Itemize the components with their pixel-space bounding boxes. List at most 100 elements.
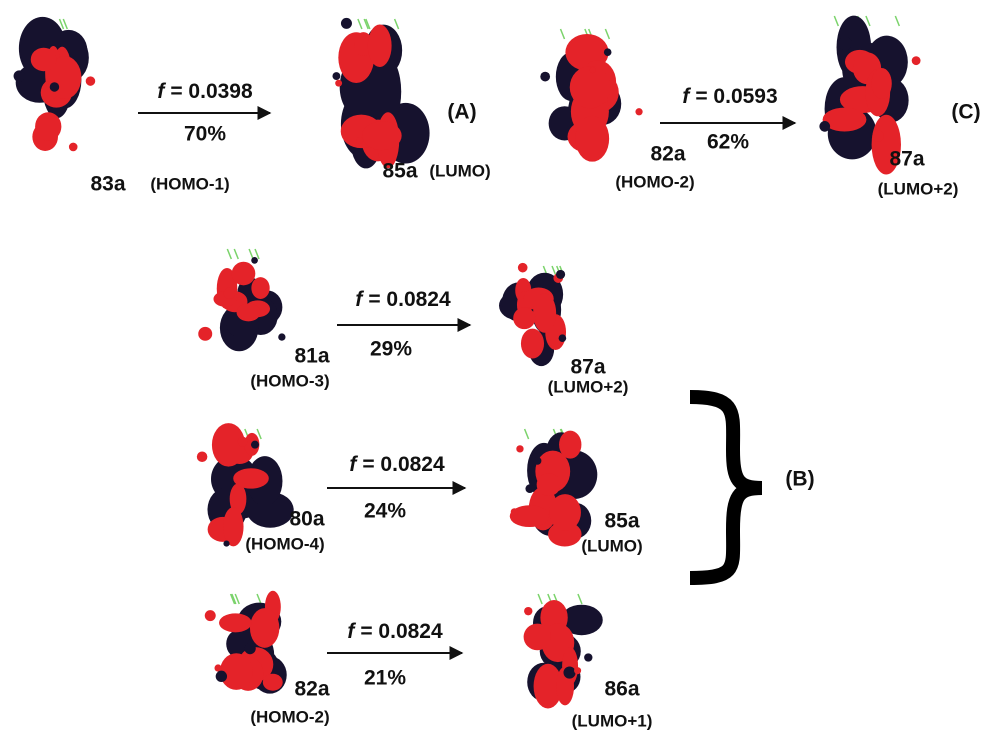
lobe-small <box>244 642 256 655</box>
bond <box>231 593 237 605</box>
orbital <box>332 17 430 169</box>
lobe-small <box>223 540 230 547</box>
lobe-small <box>214 664 222 672</box>
orbital <box>13 16 96 152</box>
bond <box>254 248 260 260</box>
f-symbol: f <box>347 620 356 643</box>
group-label: (C) <box>951 101 980 124</box>
bond <box>363 18 369 30</box>
lobe-small <box>250 440 260 449</box>
lobe-small <box>555 269 566 280</box>
lobe-red <box>249 608 280 648</box>
lobe-red <box>559 430 582 459</box>
bond <box>256 593 262 605</box>
orbital <box>523 593 603 709</box>
lobe-red <box>30 47 57 72</box>
lobe-small <box>198 326 213 341</box>
bond <box>393 18 400 30</box>
lobe-small <box>68 142 78 152</box>
orbital-label: (LUMO+1) <box>572 711 653 730</box>
lobe-small <box>516 445 524 453</box>
lobe-small <box>911 56 921 66</box>
bond <box>833 15 840 27</box>
lobe-small <box>558 334 567 342</box>
oscillator-strength: f = 0.0593 <box>682 85 777 108</box>
orbital-label: (LUMO+2) <box>548 377 629 396</box>
f-symbol: f <box>157 80 166 103</box>
lobe-red <box>223 507 244 547</box>
oscillator-strength: f = 0.0398 <box>157 80 253 103</box>
lobe-small <box>335 79 343 87</box>
orbital-name: 80a <box>289 508 324 531</box>
orbital-name: 85a <box>604 510 639 533</box>
bond <box>559 28 566 40</box>
oscillator-strength: f = 0.0824 <box>349 453 445 476</box>
orbital-label: (HOMO-4) <box>245 534 324 553</box>
bond <box>233 248 239 260</box>
oscillator-strength: f = 0.0824 <box>355 288 451 311</box>
lobe-small <box>223 287 236 299</box>
bond <box>604 28 611 40</box>
orbital-label: (HOMO-2) <box>250 707 329 726</box>
lobe-dark <box>560 604 603 636</box>
f-value: = 0.0398 <box>170 80 253 103</box>
f-value: = 0.0824 <box>360 620 443 643</box>
orbital-label: (LUMO) <box>581 536 642 555</box>
lobe-small <box>49 82 60 92</box>
bond <box>229 593 236 605</box>
lobe-red <box>533 293 557 333</box>
lobe-red <box>219 653 253 690</box>
lobe-red <box>536 473 561 497</box>
lobe-dark <box>369 55 402 128</box>
contribution: 62% <box>707 131 749 154</box>
lobe-red <box>354 32 373 57</box>
lobe-small <box>533 456 542 465</box>
lobe-red <box>575 115 610 162</box>
lobe-small <box>278 333 286 341</box>
bond <box>537 593 543 605</box>
lobe-red <box>35 112 62 141</box>
lobe-small <box>525 484 535 494</box>
orbital-name: 82a <box>650 143 685 166</box>
bond <box>894 15 901 27</box>
f-symbol: f <box>682 85 691 108</box>
lobe-red <box>362 121 402 151</box>
lobe-red <box>229 483 247 515</box>
lobe-red <box>251 277 270 299</box>
lobe-red <box>871 67 892 99</box>
lobe-red <box>236 303 261 322</box>
lobe-red <box>523 623 552 651</box>
lobe-small <box>85 76 96 86</box>
lobe-red <box>367 24 392 67</box>
orbital-name: 87a <box>889 148 924 171</box>
lobe-red <box>520 328 545 359</box>
group-label: (B) <box>785 468 814 491</box>
orbital-name: 81a <box>294 345 329 368</box>
bond <box>62 18 68 30</box>
contribution: 29% <box>370 338 412 361</box>
orbital <box>204 590 287 694</box>
orbital <box>499 262 567 367</box>
lobe-small <box>838 36 852 51</box>
lobe-small <box>356 137 364 145</box>
lobe-small <box>204 610 216 622</box>
lobe-red <box>231 261 256 286</box>
lobe-small <box>510 508 519 516</box>
lobe-red <box>233 468 269 489</box>
f-symbol: f <box>355 288 364 311</box>
lobe-red <box>262 673 283 691</box>
group-label: (A) <box>447 101 476 124</box>
bond <box>226 248 233 260</box>
orbital <box>819 15 921 175</box>
bond <box>357 18 363 30</box>
orbital-label: (HOMO-1) <box>150 174 229 193</box>
lobe-small <box>603 48 612 57</box>
bond <box>234 593 240 605</box>
contribution: 21% <box>364 667 406 690</box>
orbital-name: 85a <box>382 160 417 183</box>
oscillator-strength: f = 0.0824 <box>347 620 443 643</box>
lobe-small <box>819 120 831 132</box>
orbital-label: (HOMO-3) <box>250 371 329 390</box>
lobe-red <box>533 663 563 709</box>
